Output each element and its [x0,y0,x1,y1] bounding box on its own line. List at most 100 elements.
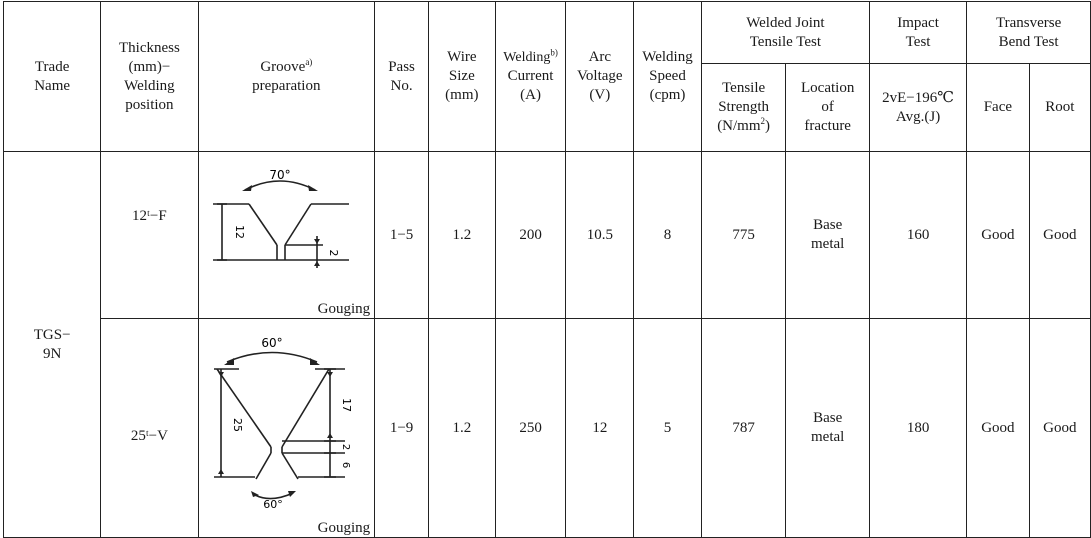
header-transverse-bend: Transverse Bend Test [966,1,1091,64]
tensile-cell: 775 [700,151,787,319]
face-cell: Good [966,151,1030,319]
header-row-1: Trade Name Thickness (mm)− Welding posit… [2,1,1091,152]
header-location-line3: fracture [804,118,851,134]
groove-angle-label: 70° [269,168,290,182]
fracture-line2: metal [811,236,845,252]
root-value: Good [1043,226,1077,243]
header-welding-speed: Welding Speed (cpm) [633,1,702,152]
header-location-line1: Location [801,80,855,96]
speed-cell: 5 [633,318,702,538]
header-transverse-line2: Bend Test [998,33,1059,50]
header-speed-line2: Speed [649,68,686,84]
root-cell: Good [1028,151,1091,319]
header-tensile-strength: Tensile Strength (N/mm2) [700,63,787,152]
table-row: TGS− 9N 12ᵗ−F [2,151,1091,538]
groove-root-face-label: 2 [340,444,351,450]
header-face-label: Face [983,99,1013,115]
face-value: Good [981,226,1015,243]
header-wire-line2: Size [448,68,475,84]
header-tensile-line2: Strength [718,99,770,115]
header-wire-line1: Wire [447,49,477,65]
header-arc-line2: Voltage [577,68,623,84]
current-cell: 200 [494,151,567,319]
header-tensile-unit-sup: 2 [760,116,766,126]
header-root-label: Root [1045,99,1075,115]
face-cell: Good [966,318,1030,538]
tensile-value: 775 [732,226,755,243]
header-row-2: Tensile Strength (N/mm2) Location of fra… [4,63,1091,152]
header-transverse-line1: Transverse [995,14,1062,31]
header-impact-sub-line1: 2vE−196℃ [882,89,955,106]
header-current-text: Welding [503,50,551,65]
root-value: Good [1043,419,1077,436]
header-current-line3: (A) [520,87,541,103]
header-tensile-unit: (N/mm [717,118,761,134]
header-thickness: Thickness (mm)− Welding position [100,1,199,152]
header-thickness-line1: Thickness [118,39,180,56]
header-welded-joint-line1: Welded Joint [746,14,825,31]
wire-cell: 1.2 [428,318,496,538]
header-impact-test: Impact Test [868,1,968,64]
impact-value: 160 [906,226,930,243]
current-value: 250 [519,419,542,436]
header-tensile-line1: Tensile [722,80,766,96]
groove-note: Gouging [317,520,371,536]
header-wire-size: Wire Size (mm) [428,1,496,152]
header-tensile-unit-close: ) [765,118,771,134]
header-groove-line2: preparation [252,77,321,94]
wire-value: 1.2 [452,226,472,243]
voltage-cell: 10.5 [565,151,635,319]
table-row: 25ᵗ−V [4,318,1091,538]
groove-top-angle-label: 60° [261,336,282,350]
fracture-cell: Base metal [785,318,870,538]
current-value: 200 [519,226,542,243]
fracture-cell: Base metal [785,151,870,319]
tensile-value: 787 [732,419,755,436]
voltage-cell: 12 [565,318,635,538]
header-speed-line3: (cpm) [649,87,686,103]
voltage-value: 12 [592,419,608,436]
wire-cell: 1.2 [428,151,496,319]
impact-value: 180 [906,419,930,436]
header-thickness-line4: position [125,96,174,113]
header-welding-current: Weldingb) Current (A) [494,1,567,152]
tensile-cell: 787 [700,318,787,538]
impact-cell: 180 [868,318,968,538]
fracture-line2: metal [811,429,845,445]
pass-cell: 1−9 [374,318,430,538]
trade-name-line2: 9N [42,345,62,362]
header-arc-line1: Arc [588,49,612,65]
header-groove: Groovea) preparation [197,1,376,152]
header-pass-no: Pass No. [374,1,430,152]
speed-value: 5 [663,419,672,436]
groove-cell: 60° 25 17 2 6 60° Gouging [197,318,376,538]
header-welded-joint: Welded Joint Tensile Test [700,1,870,64]
header-trade-name-line2: Name [34,77,71,94]
header-impact-line1: Impact [897,14,939,31]
root-cell: Good [1028,318,1091,538]
header-impact-sub-line2: Avg.(J) [895,108,941,125]
header-groove-footnote: a) [305,56,313,67]
speed-value: 8 [663,226,672,243]
face-value: Good [981,419,1015,436]
groove-root-face-label: 2 [327,250,340,257]
header-thickness-line2: (mm)− [128,58,171,75]
header-root: Root [1028,63,1091,152]
header-trade-name-line1: Trade [34,58,70,75]
trade-name-cell: TGS− 9N [2,151,102,538]
groove-lower-depth-label: 6 [340,462,351,468]
header-speed-line1: Welding [642,49,693,65]
fracture-line1: Base [813,410,843,426]
header-pass-line2: No. [390,77,413,94]
trade-name-line1: TGS− [33,326,71,343]
header-arc-voltage: Arc Voltage (V) [565,1,635,152]
header-current-footnote: b) [550,47,558,58]
groove-total-thickness-label: 25 [231,418,244,432]
header-pass-line1: Pass [388,58,415,75]
position-cell: 12ᵗ−F [100,151,199,319]
groove-bottom-angle-label: 60° [263,498,283,511]
header-groove-text: Groove [260,58,306,75]
groove-thickness-label: 12 [233,225,246,239]
